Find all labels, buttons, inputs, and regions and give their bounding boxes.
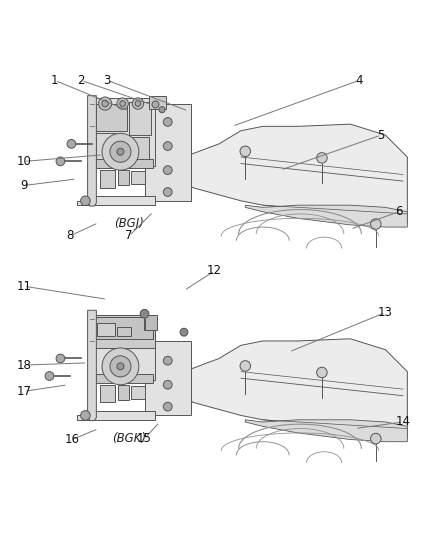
Circle shape: [317, 152, 327, 163]
Text: 16: 16: [65, 433, 80, 446]
Bar: [149, 96, 166, 109]
Circle shape: [371, 219, 381, 229]
Polygon shape: [245, 420, 407, 442]
Circle shape: [135, 101, 141, 107]
Text: 14: 14: [396, 416, 410, 429]
Text: 13: 13: [378, 306, 393, 319]
Text: (BGJ): (BGJ): [114, 217, 144, 230]
Text: 3: 3: [104, 74, 111, 87]
Text: (BGK): (BGK): [112, 432, 146, 445]
Circle shape: [180, 328, 188, 336]
Circle shape: [120, 101, 125, 107]
Text: 7: 7: [125, 229, 133, 243]
Polygon shape: [184, 124, 407, 223]
Circle shape: [163, 118, 172, 126]
Text: 11: 11: [17, 280, 32, 293]
Text: 2: 2: [77, 74, 85, 87]
Text: 9: 9: [20, 179, 28, 192]
Circle shape: [163, 402, 172, 411]
Circle shape: [56, 157, 65, 166]
Circle shape: [240, 146, 251, 157]
Bar: [145, 341, 191, 415]
Bar: [131, 386, 145, 399]
Text: 10: 10: [17, 155, 32, 168]
Circle shape: [163, 142, 172, 150]
Text: 17: 17: [17, 385, 32, 398]
Circle shape: [110, 141, 131, 162]
Polygon shape: [88, 96, 96, 206]
Circle shape: [56, 354, 65, 363]
Circle shape: [102, 133, 139, 170]
Circle shape: [45, 372, 54, 381]
Circle shape: [117, 98, 128, 109]
Bar: [92, 98, 155, 166]
Bar: [145, 104, 191, 201]
Bar: [94, 314, 155, 348]
Text: 5: 5: [378, 128, 385, 142]
Circle shape: [152, 101, 159, 108]
Bar: [96, 133, 123, 161]
Bar: [129, 102, 151, 135]
Bar: [96, 374, 153, 383]
Circle shape: [163, 381, 172, 389]
Text: 4: 4: [355, 74, 363, 87]
Bar: [118, 385, 129, 400]
Bar: [97, 322, 115, 336]
Text: 12: 12: [207, 264, 222, 277]
Circle shape: [163, 166, 172, 174]
Polygon shape: [77, 411, 155, 420]
Bar: [94, 317, 153, 339]
Polygon shape: [245, 205, 407, 227]
Bar: [100, 170, 115, 188]
Circle shape: [117, 148, 124, 155]
Bar: [96, 159, 153, 168]
Circle shape: [240, 361, 251, 371]
Circle shape: [371, 433, 381, 444]
Polygon shape: [184, 339, 407, 437]
Circle shape: [317, 367, 327, 378]
Circle shape: [159, 107, 165, 113]
Circle shape: [132, 98, 144, 109]
Polygon shape: [77, 197, 155, 205]
Bar: [118, 170, 129, 185]
Circle shape: [110, 356, 131, 377]
Bar: [117, 327, 131, 336]
Text: 15: 15: [137, 432, 152, 445]
Circle shape: [163, 356, 172, 365]
Text: 8: 8: [67, 229, 74, 243]
Bar: [131, 171, 145, 184]
Circle shape: [81, 410, 90, 420]
Circle shape: [81, 196, 90, 206]
Circle shape: [102, 348, 139, 385]
Circle shape: [163, 188, 172, 197]
Bar: [125, 138, 149, 161]
Circle shape: [140, 310, 149, 318]
Circle shape: [67, 140, 76, 148]
Circle shape: [102, 100, 108, 107]
Bar: [92, 317, 155, 381]
Bar: [144, 314, 157, 330]
Polygon shape: [88, 310, 96, 421]
Circle shape: [99, 97, 112, 110]
Bar: [100, 385, 115, 402]
Bar: [96, 104, 127, 131]
Text: 18: 18: [17, 359, 32, 372]
Text: 1: 1: [51, 74, 59, 87]
Circle shape: [117, 363, 124, 370]
Text: 6: 6: [395, 205, 403, 218]
